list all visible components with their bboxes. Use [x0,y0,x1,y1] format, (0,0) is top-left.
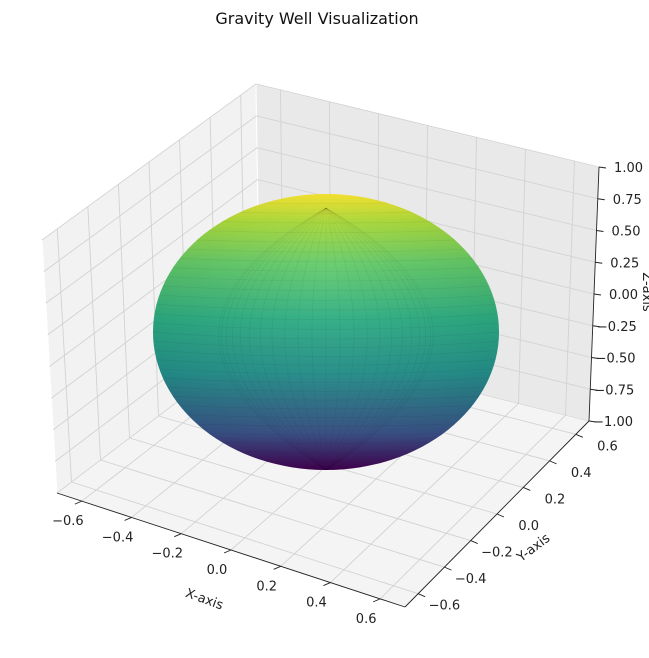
y-axis-label: Y-axis [514,531,554,566]
tick-mark [523,487,531,491]
x-tick-label: 0.0 [207,563,228,578]
z-tick-label: −0.75 [594,383,634,398]
z-axis-label: Z-axis [639,272,649,312]
tick-mark [596,230,604,232]
ellipsoid-surface [153,194,499,470]
tick-mark [592,325,600,328]
tick-mark [323,582,331,586]
tick-mark [593,293,602,296]
y-tick-label: 0.2 [545,492,566,507]
y-tick-label: 0.6 [597,439,618,454]
chart-title: Gravity Well Visualization [215,9,418,28]
x-tick-label: 0.6 [356,612,377,627]
z-tick-label: 0.00 [609,288,638,303]
x-tick-label: −0.4 [102,530,134,545]
tick-mark [470,540,478,544]
x-tick-label: −0.6 [52,514,84,529]
tick-mark [575,433,584,438]
y-tick-label: 0.4 [571,466,592,481]
tick-mark [223,549,232,554]
x-tick-label: 0.4 [306,596,327,611]
tick-mark [124,517,132,521]
z-tick-label: 0.25 [610,256,639,271]
z-tick-label: 0.75 [613,193,642,208]
z-tick-label: −0.25 [597,320,637,335]
z-tick-label: 0.50 [612,225,641,240]
y-tick-label: −0.4 [455,572,487,587]
z-tick-label: −0.50 [596,352,636,367]
x-tick-label: −0.2 [151,547,183,562]
tick-mark [591,357,599,359]
tick-mark [588,420,597,423]
z-tick-label: 1.00 [614,161,643,176]
x-tick-label: 0.2 [256,579,277,594]
tick-mark [74,500,83,505]
y-tick-label: −0.6 [429,599,461,614]
tick-mark [372,598,381,603]
x-axis-label: X-axis [183,586,225,614]
tick-mark [496,513,505,518]
tick-mark [174,533,182,538]
tick-mark [417,593,426,598]
tick-mark [549,460,557,465]
tick-mark [590,388,598,391]
tick-mark [598,166,607,169]
tick-mark [444,566,452,571]
tick-mark [595,261,603,264]
y-tick-label: 0.0 [518,519,539,534]
tick-mark [597,198,605,201]
y-tick-label: −0.2 [481,546,513,561]
tick-mark [273,565,281,570]
z-tick-label: −1.00 [593,415,633,430]
